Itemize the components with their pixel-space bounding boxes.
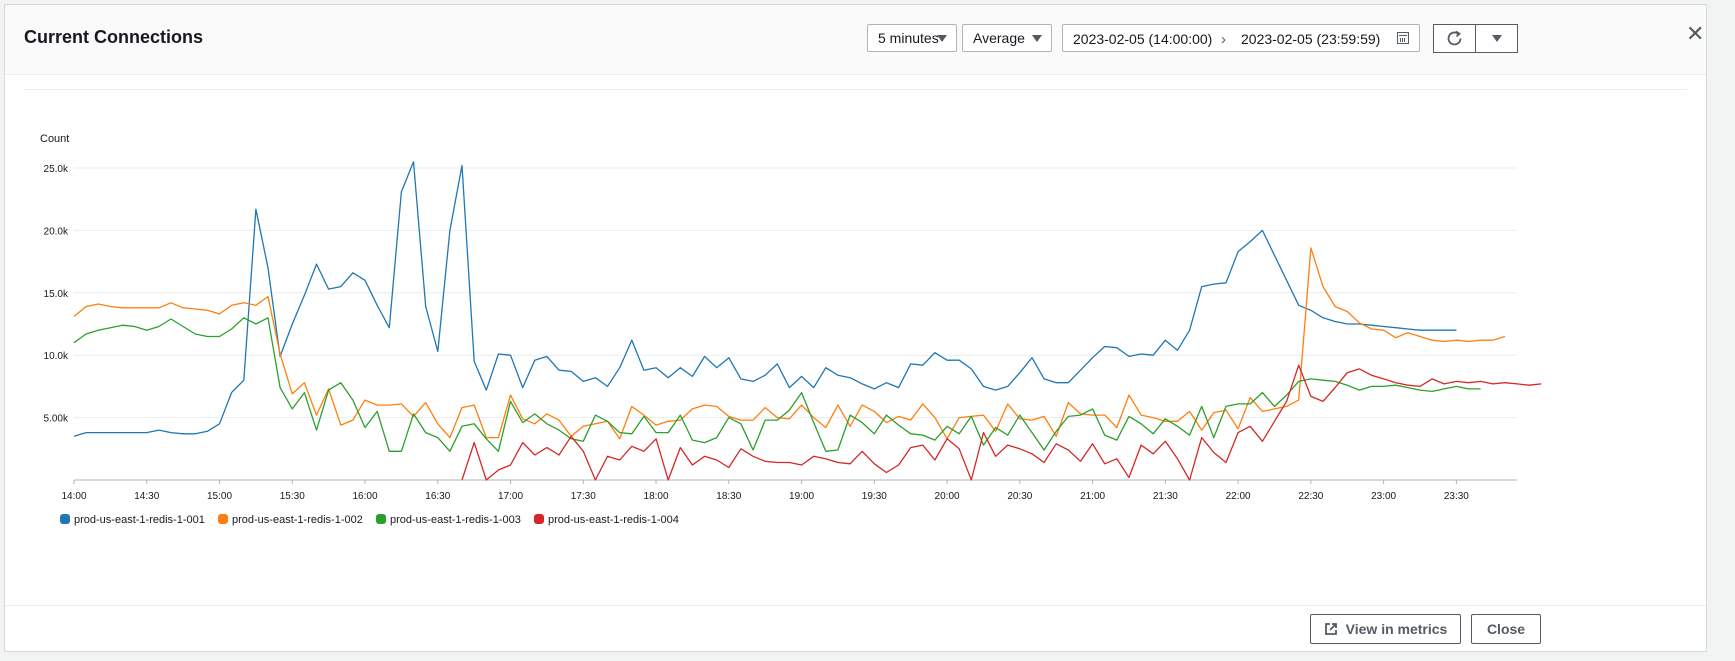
refresh-icon <box>1447 30 1462 46</box>
chart-area: Count 5.00k 10.0k 15.0k 20.0k 25.0k 14:00 14:30… <box>24 89 1687 606</box>
x-tick-label: 22:30 <box>1298 491 1323 502</box>
x-tick-label: 17:00 <box>498 491 523 502</box>
y-tick-label: 20.0k <box>44 226 69 237</box>
x-tick-label: 16:00 <box>353 491 378 502</box>
modal-footer <box>5 605 1706 651</box>
close-button-label: Close <box>1486 621 1526 637</box>
x-tick-label: 17:30 <box>571 491 596 502</box>
x-tick-label: 20:30 <box>1007 491 1032 502</box>
line-chart: Count 5.00k 10.0k 15.0k 20.0k 25.0k 14:00 14:30… <box>40 133 1542 526</box>
series-line-1 <box>73 161 1457 437</box>
date-start: 2023-02-05 (14:00:00) <box>1073 31 1213 47</box>
x-tick-label: 14:30 <box>134 491 159 502</box>
modal-header: Current Connections 5 minutes Average 20… <box>5 5 1706 75</box>
close-button[interactable]: Close <box>1471 614 1541 644</box>
close-icon[interactable]: ✕ <box>1686 21 1705 46</box>
x-tick-label: 22:00 <box>1226 491 1251 502</box>
period-select-value: 5 minutes <box>878 30 939 46</box>
y-axis-label: Count <box>40 133 69 145</box>
legend-swatch <box>60 514 70 524</box>
x-tick-label: 20:00 <box>935 491 960 502</box>
metrics-modal: Current Connections 5 minutes Average 20… <box>4 4 1707 652</box>
statistic-select-value: Average <box>973 30 1025 46</box>
legend-label: prod-us-east-1-redis-1-002 <box>232 514 363 526</box>
date-range-picker[interactable]: 2023-02-05 (14:00:00) › 2023-02-05 (23:5… <box>1062 24 1420 52</box>
calendar-icon <box>1397 32 1409 44</box>
x-tick-label: 21:30 <box>1153 491 1178 502</box>
date-end: 2023-02-05 (23:59:59) <box>1241 31 1381 47</box>
series-line-2 <box>73 247 1506 440</box>
x-tick-label: 14:00 <box>61 491 86 502</box>
refresh-options-button[interactable] <box>1475 24 1518 53</box>
legend-swatch <box>534 514 544 524</box>
x-tick-label: 21:00 <box>1080 491 1105 502</box>
x-tick-label: 19:30 <box>862 491 887 502</box>
x-tick-label: 23:30 <box>1444 491 1469 502</box>
external-link-icon <box>1324 623 1337 635</box>
legend-label: prod-us-east-1-redis-1-003 <box>390 514 521 526</box>
x-tick-label: 15:00 <box>207 491 232 502</box>
caret-down-icon <box>937 35 947 42</box>
legend-label: prod-us-east-1-redis-1-001 <box>74 514 205 526</box>
legend-swatch <box>218 514 228 524</box>
series-line-4 <box>461 364 1542 481</box>
y-tick-label: 15.0k <box>44 289 69 300</box>
chevron-right-icon: › <box>1221 31 1226 48</box>
caret-down-icon <box>1032 35 1042 42</box>
refresh-button[interactable] <box>1433 24 1476 53</box>
legend-swatch <box>376 514 386 524</box>
x-tick-label: 23:00 <box>1371 491 1396 502</box>
series-line-3 <box>73 317 1481 452</box>
x-tick-label: 16:30 <box>425 491 450 502</box>
period-select[interactable]: 5 minutes <box>867 24 957 52</box>
statistic-select[interactable]: Average <box>962 24 1052 52</box>
x-tick-label: 15:30 <box>280 491 305 502</box>
y-tick-label: 5.00k <box>44 414 69 425</box>
legend-label: prod-us-east-1-redis-1-004 <box>548 514 679 526</box>
x-tick-label: 18:00 <box>644 491 669 502</box>
modal-title: Current Connections <box>24 27 204 47</box>
x-tick-label: 19:00 <box>789 491 814 502</box>
y-tick-label: 10.0k <box>44 351 69 362</box>
view-in-metrics-button[interactable]: View in metrics <box>1310 614 1461 644</box>
x-tick-label: 18:30 <box>716 491 741 502</box>
caret-down-icon <box>1492 35 1502 42</box>
view-in-metrics-label: View in metrics <box>1345 621 1448 637</box>
y-tick-label: 25.0k <box>44 164 69 175</box>
